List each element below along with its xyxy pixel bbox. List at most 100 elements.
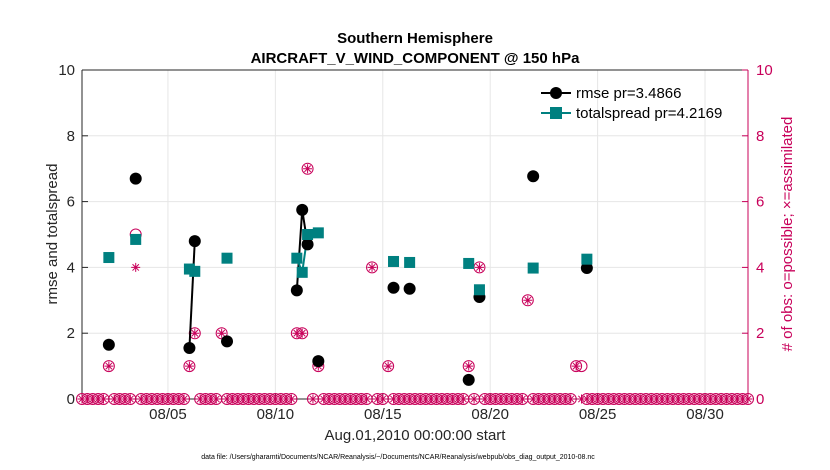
obs-assimilated-marker <box>190 328 200 338</box>
obs-assimilated-marker <box>93 394 103 404</box>
obs-assimilated-marker <box>421 394 431 404</box>
y-axis-ticks: 0 2 4 6 8 10 <box>58 62 88 408</box>
rmse-point <box>296 203 309 216</box>
spread-point <box>404 256 416 268</box>
obs-assimilated-marker <box>297 328 307 338</box>
obs-assimilated-marker <box>254 394 264 404</box>
obs-assimilated-marker <box>732 394 742 404</box>
obs-assimilated-marker <box>652 394 662 404</box>
x-axis-label: Aug.01,2010 00:00:00 start <box>325 427 507 444</box>
obs-assimilated-marker <box>636 394 646 404</box>
obs-assimilated-marker <box>179 394 189 404</box>
obs-assimilated-marker <box>163 394 173 404</box>
rmse-point <box>183 342 196 355</box>
obs-assimilated-marker <box>383 361 393 371</box>
obs-assimilated-marker <box>244 394 253 404</box>
series-markers <box>102 170 593 386</box>
obs-assimilated-marker <box>222 394 232 404</box>
spread-point <box>302 229 314 240</box>
legend-spread-marker <box>550 107 562 119</box>
x-axis-ticks: 08/05 08/10 08/15 08/20 08/25 08/30 <box>149 393 724 423</box>
chart-title: Southern Hemisphere <box>337 30 493 47</box>
obs-assimilated-marker <box>399 394 409 404</box>
obs-assimilated-marker <box>700 394 710 404</box>
rmse-point <box>301 238 314 251</box>
spread-point <box>527 262 539 274</box>
obs-assimilated-marker <box>679 394 689 404</box>
obs-assimilated-marker <box>125 394 135 404</box>
obs-assimilated-marker <box>437 394 447 404</box>
obs-assimilated-marker <box>491 394 501 404</box>
obs-assimilated-marker <box>227 394 237 404</box>
obs-assimilated-marker <box>555 394 565 404</box>
obs-assimilated-marker <box>512 394 522 404</box>
obs-assimilated-marker <box>152 394 162 404</box>
rmse-point <box>129 172 142 185</box>
obs-assimilated-marker <box>303 164 313 174</box>
y2-axis-ticks: 0 2 4 6 8 10 <box>742 62 773 408</box>
obs-assimilated-marker <box>260 394 270 404</box>
y-tick-label: 0 <box>67 391 75 408</box>
obs-assimilated-marker <box>335 394 345 404</box>
obs-assimilated-marker <box>716 394 726 404</box>
obs-assimilated-marker <box>587 394 597 404</box>
obs-assimilated-marker <box>410 394 420 404</box>
y-tick-label: 10 <box>58 62 75 79</box>
legend-rmse-marker <box>550 87 562 99</box>
obs-assimilated-marker <box>319 394 329 404</box>
obs-assimilated-marker <box>448 394 458 404</box>
obs-assimilated-marker <box>501 394 511 404</box>
footnote: data file: /Users/gharamti/Documents/NCA… <box>201 454 595 461</box>
x-tick-label: 08/05 <box>149 406 187 423</box>
obs-assimilated-marker <box>131 262 141 272</box>
x-tick-label: 08/10 <box>257 406 295 423</box>
spread-point <box>130 233 142 245</box>
obs-assimilated-marker <box>308 394 318 404</box>
obs-assimilated-marker <box>625 394 635 404</box>
obs-assimilated-marker <box>496 394 506 404</box>
obs-assimilated-marker <box>646 394 656 404</box>
obs-assimilated-marker <box>98 394 108 404</box>
series-lines <box>188 209 309 349</box>
rmse-point <box>102 338 115 351</box>
x-tick-label: 08/20 <box>471 406 509 423</box>
chart-subtitle: AIRCRAFT_V_WIND_COMPONENT @ 150 hPa <box>251 50 581 67</box>
obs-assimilated-marker <box>550 394 560 404</box>
obs-assimilated-marker <box>184 361 194 371</box>
obs-assimilated-marker <box>711 394 721 404</box>
obs-assimilated-marker <box>609 394 619 404</box>
obs-assimilated-marker <box>141 394 151 404</box>
obs-assimilated-marker <box>389 394 399 404</box>
y2-tick-label: 2 <box>756 325 764 342</box>
obs-assimilated-marker <box>136 394 146 404</box>
obs-assimilated-marker <box>619 394 629 404</box>
obs-assimilated-marker <box>673 394 683 404</box>
obs-assimilated-marker <box>372 394 382 404</box>
rmse-point <box>403 282 416 295</box>
obs-assimilated-marker <box>689 394 699 404</box>
obs-assimilated-marker <box>238 394 248 404</box>
obs-assimilated-marker <box>147 394 157 404</box>
obs-assimilated-marker <box>211 394 221 404</box>
obs-possible-marker <box>183 360 196 373</box>
obs-assimilated-marker <box>523 295 533 305</box>
spread-point <box>103 252 115 264</box>
obs-assimilated-marker <box>442 394 452 404</box>
rmse-point <box>290 284 303 297</box>
obs-assimilated-marker <box>668 394 678 404</box>
y-axis-label: rmse and totalspread <box>44 164 61 305</box>
x-tick-label: 08/25 <box>579 406 617 423</box>
spread-point <box>296 266 308 278</box>
rmse-point <box>527 170 540 183</box>
rmse-line <box>188 241 196 349</box>
obs-assimilated-marker <box>426 394 436 404</box>
obs-possible-marker <box>521 294 534 307</box>
obs-assimilated-marker <box>174 394 184 404</box>
obs-assimilated-marker <box>362 394 372 404</box>
obs-assimilated-marker <box>453 394 463 404</box>
rmse-point <box>188 235 201 248</box>
obs-assimilated-marker <box>233 394 243 404</box>
obs-assimilated-marker <box>474 262 484 272</box>
obs-assimilated-marker <box>743 394 753 404</box>
obs-assimilated-marker <box>458 394 468 404</box>
